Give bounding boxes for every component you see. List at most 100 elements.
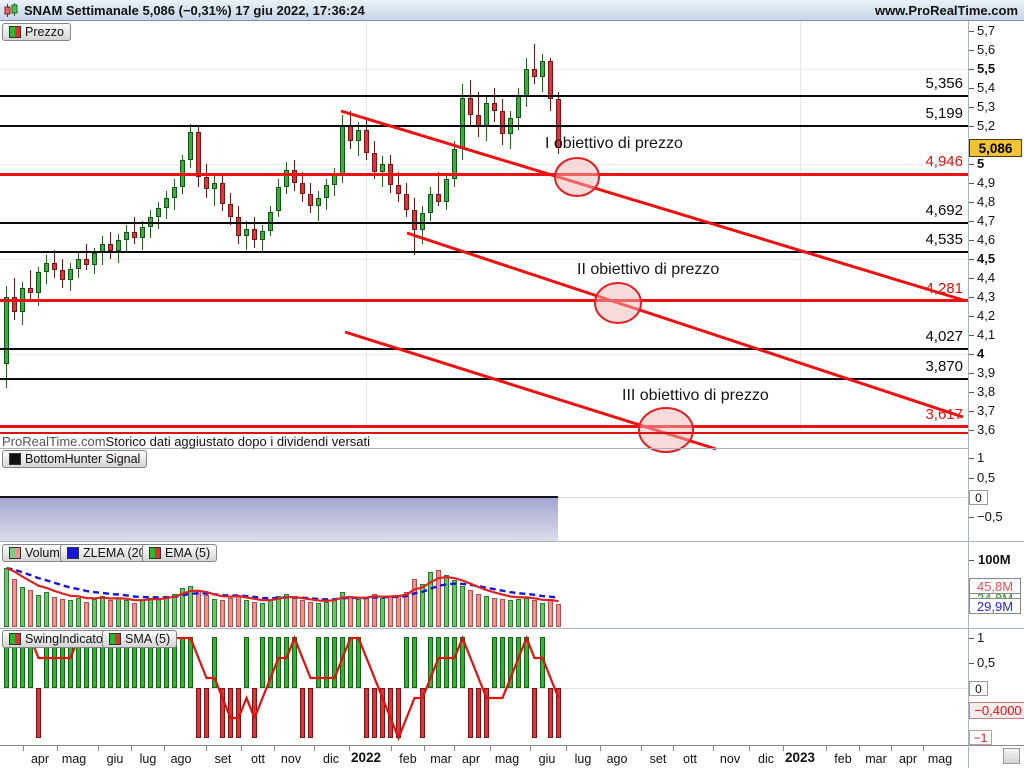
price-axis-label: 4,6 — [977, 232, 996, 247]
level-line[interactable] — [0, 125, 968, 128]
candle-body — [316, 198, 321, 206]
candle-body — [252, 228, 257, 240]
time-axis-label: ago — [170, 752, 192, 766]
time-axis-tick — [783, 746, 784, 751]
separator — [0, 745, 1024, 746]
level-line[interactable] — [0, 251, 968, 254]
zlema-series-icon — [67, 547, 79, 559]
sma-legend-chip[interactable]: SMA (5) — [102, 630, 178, 648]
candle-body — [116, 240, 121, 252]
swing-bar-up — [444, 637, 449, 688]
time-axis-label: dic — [323, 752, 339, 766]
time-axis-label: nov — [280, 752, 302, 766]
volume-bar — [68, 600, 73, 627]
price-axis-tick — [968, 107, 974, 108]
time-axis-tick — [859, 746, 860, 751]
volume-bar — [204, 594, 209, 627]
zlema-legend-chip[interactable]: ZLEMA (20) — [60, 544, 157, 562]
candle-body — [412, 209, 417, 231]
level-line[interactable] — [0, 221, 968, 224]
time-axis-label: ott — [683, 752, 697, 766]
volume-bar — [412, 578, 417, 627]
time-axis-tick — [274, 746, 275, 751]
price-axis-label: 4,7 — [977, 213, 996, 228]
time-axis-label: feb — [834, 752, 852, 766]
price-axis-tick — [968, 335, 974, 336]
price-axis-label: 5,6 — [977, 42, 996, 57]
target-circle[interactable] — [638, 407, 694, 453]
ema-legend-chip[interactable]: EMA (5) — [142, 544, 218, 562]
swing-sma-value-badge: −0,4000 — [969, 702, 1024, 719]
bottomhunter-legend-chip[interactable]: BottomHunter Signal — [2, 450, 148, 468]
swing-bar-down — [300, 688, 305, 738]
window-title: SNAM Settimanale 5,086 (−0,31%) 17 giu 2… — [24, 2, 365, 18]
bottomhunter-zero-gridline — [558, 497, 968, 498]
swing-bar-down — [36, 688, 41, 738]
price-legend-chip[interactable]: Prezzo — [2, 23, 71, 41]
candle-body — [92, 253, 97, 265]
note-text: Storico dati aggiustato dopo i dividendi… — [105, 434, 371, 449]
separator — [0, 541, 1024, 542]
level-line[interactable] — [0, 95, 968, 98]
candle-body — [308, 194, 313, 206]
swing-bar-up — [516, 637, 521, 688]
candle-body — [484, 103, 489, 126]
swing-bar-up — [452, 637, 457, 688]
volume-bar — [484, 596, 489, 627]
swing-bar-up — [316, 637, 321, 688]
candle-body — [204, 177, 209, 189]
axis-corner-button[interactable] — [1003, 748, 1020, 764]
time-axis-tick — [490, 746, 491, 751]
volume-bar — [380, 597, 385, 627]
time-axis-label: giu — [106, 752, 124, 766]
price-axis-label: 5 — [977, 156, 985, 171]
volume-bar — [428, 572, 433, 627]
level-line[interactable] — [0, 377, 968, 380]
time-axis-label: apr — [30, 752, 50, 766]
candle-body — [108, 243, 113, 252]
time-axis-tick — [530, 746, 531, 751]
watermark-text: ProRealTime.com — [2, 434, 106, 449]
price-axis-label: 5,3 — [977, 99, 996, 114]
target-circle[interactable] — [594, 282, 642, 324]
price-axis-tick — [968, 259, 974, 260]
volume-bar — [492, 597, 497, 627]
volume-bar — [324, 601, 329, 627]
volume-bar — [340, 592, 345, 627]
swing-legend-chip[interactable]: SwingIndicator — [2, 630, 114, 648]
prorealtime-link[interactable]: www.ProRealTime.com — [874, 2, 1018, 18]
level-line[interactable] — [0, 299, 968, 303]
price-axis-tick — [968, 88, 974, 89]
sma-series-icon — [109, 633, 121, 645]
volume-bar — [180, 588, 185, 627]
price-axis-tick — [968, 69, 974, 70]
volume-bar — [164, 596, 169, 627]
time-axis-label: dic — [758, 752, 774, 766]
volume-bar — [244, 600, 249, 627]
swing-bar-up — [460, 637, 465, 688]
time-axis-tick — [131, 746, 132, 751]
level-line[interactable] — [0, 425, 968, 429]
candle-wick — [30, 270, 31, 301]
swing-bar-up — [540, 637, 545, 688]
time-axis-label: feb — [399, 752, 417, 766]
volume-bar — [140, 600, 145, 627]
swing-bar-up — [188, 637, 193, 688]
candle-body — [340, 126, 345, 176]
price-axis-label: 4,1 — [977, 327, 996, 342]
volume-bar — [364, 597, 369, 627]
swing-bar-up — [212, 637, 217, 688]
volume-bar — [28, 590, 33, 627]
volume-bar — [532, 600, 537, 627]
candle-body — [12, 297, 17, 313]
swing-bar-down — [196, 688, 201, 738]
level-line[interactable] — [0, 347, 968, 350]
level-line[interactable] — [0, 172, 968, 176]
time-axis-label: mar — [865, 752, 887, 766]
time-axis-tick — [641, 746, 642, 751]
swing-zero-badge: 0 — [969, 681, 988, 696]
swing-bar-up — [404, 637, 409, 688]
swing-bar-down — [236, 688, 241, 738]
volume-bar — [4, 568, 9, 627]
